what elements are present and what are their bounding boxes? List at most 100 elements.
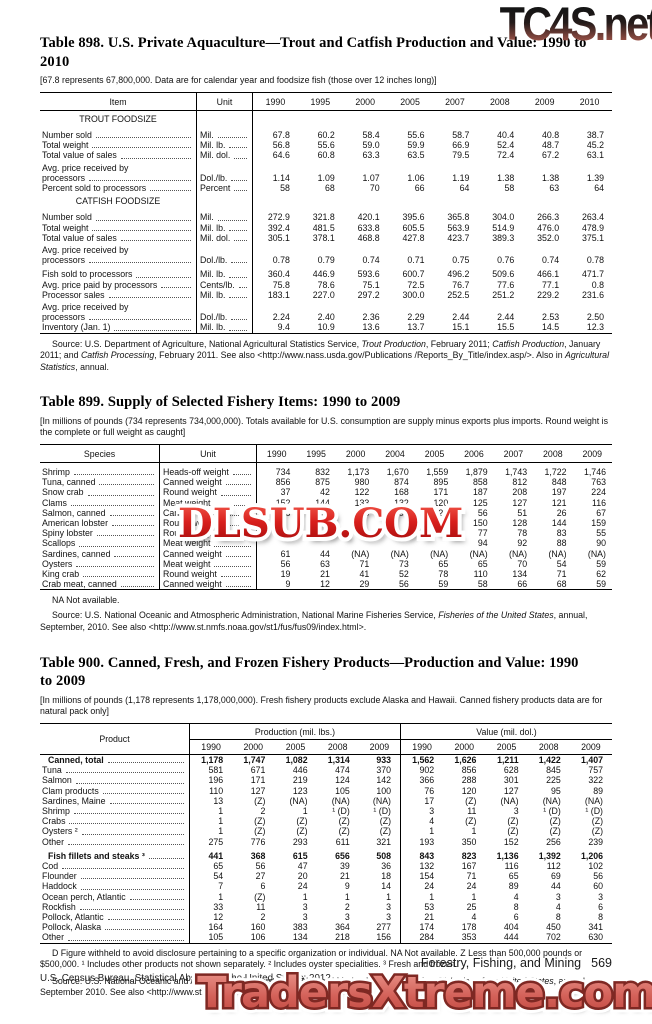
production-value-cell: 7 (218, 881, 224, 892)
value-cell: 392.4 (267, 222, 290, 233)
production-value-cell: 1 (359, 891, 401, 902)
value-cell (388, 161, 433, 173)
value-cell: 29 (359, 579, 370, 590)
value-cell: 734 (275, 467, 291, 477)
row-label: Snow crab (40, 487, 160, 498)
value-value-cell: 322 (588, 775, 603, 786)
value-value-cell: 4 (513, 891, 519, 902)
value-cell: 0.78 (272, 255, 290, 266)
column-header-unit: Unit (197, 92, 253, 111)
value-value-cell: 353 (461, 932, 477, 943)
dot-leader (231, 179, 247, 181)
unit-text: Meat weight (163, 558, 211, 569)
column-header-year: 1995 (296, 445, 336, 463)
row-label: Avg. price received by (40, 242, 197, 256)
value-cell: 60.8 (317, 150, 335, 161)
dot-leader (89, 262, 191, 264)
dot-leader (220, 525, 251, 527)
value-cell: 40.8 (542, 129, 560, 140)
value-cell: 2.40 (317, 312, 335, 323)
value-cell: 980 (354, 477, 370, 488)
production-value-cell: 196 (208, 775, 224, 786)
value-value-cell: 823 (461, 850, 477, 861)
production-value-cell: 776 (250, 836, 266, 847)
value-cell: 856 (275, 477, 291, 488)
column-header-unit: Unit (160, 444, 257, 463)
unit-cell: Meat weight (160, 538, 257, 549)
unit-text: Round weight (163, 569, 217, 580)
unit-text: Mil. lb. (200, 289, 226, 300)
value-cell: 60.2 (317, 129, 335, 140)
row-label: Ocean perch, Atlantic (40, 891, 190, 902)
value-cell: 71 (359, 558, 370, 569)
row-label: Inventory (Jan. 1) (40, 322, 197, 333)
page-number: 569 (591, 956, 612, 970)
value-value-cell: 174 (419, 922, 435, 933)
production-value-cell: 9 (344, 881, 350, 892)
production-value-cell: 33 (213, 901, 224, 912)
unit-cell: Canned weight (160, 507, 257, 519)
value-value-cell: 17 (424, 795, 435, 806)
row-label-text: Clams (42, 497, 67, 508)
value-cell: 1.38 (542, 172, 560, 183)
value-cell (477, 161, 522, 173)
value-value-cell: 225 (546, 775, 561, 786)
value-value-cell: 120 (461, 785, 477, 796)
value-value-cell: 843 (419, 850, 435, 861)
production-value-cell: (Z) (296, 826, 308, 837)
value-cell: 197 (551, 487, 567, 498)
value-cell: 72.5 (407, 279, 425, 290)
dot-leader (120, 157, 191, 159)
value-cell: 1,879 (465, 467, 488, 477)
column-header-year: 2005 (414, 445, 455, 463)
value-cell (522, 193, 567, 208)
production-value-cell: (NA) (289, 795, 308, 806)
unit-cell (197, 193, 253, 209)
value-value-cell: 127 (503, 785, 519, 796)
dot-leader (95, 137, 191, 139)
value-value-cell: 1 (471, 826, 477, 837)
column-header-product: Product (40, 723, 190, 755)
value-cell: 59 (596, 558, 606, 569)
unit-text: Canned weight (163, 508, 222, 518)
value-cell: 14.5 (542, 322, 560, 333)
value-value-cell: 53 (424, 901, 435, 912)
value-cell: 297.2 (357, 289, 380, 300)
value-cell (298, 193, 343, 208)
value-cell: 152 (257, 498, 296, 508)
unit-cell: Mil. dol. (197, 150, 253, 161)
table-900-section: Table 900. Canned, Fresh, and Frozen Fis… (40, 654, 612, 999)
column-header-year: 1990 (257, 445, 297, 463)
value-cell: 123 (415, 508, 454, 518)
value-cell: 41 (359, 569, 370, 580)
row-label: Avg. price received by (40, 160, 197, 173)
value-cell: (NA) (469, 548, 488, 559)
production-value-cell: 11 (256, 901, 266, 912)
row-label: Crab meat, canned (40, 579, 160, 590)
dot-leader (102, 792, 184, 794)
value-value-cell: 154 (419, 871, 435, 882)
row-label-text: Cod (42, 861, 59, 872)
value-cell: 110 (473, 569, 488, 580)
row-label-text: Tuna, canned (42, 477, 96, 488)
value-value-cell: 4 (471, 912, 477, 923)
dot-leader (120, 586, 154, 588)
value-cell: 63 (549, 182, 560, 193)
value-value-cell: 1,422 (538, 755, 561, 765)
source-text-segment: Trout Production (361, 338, 426, 349)
row-label: Total value of sales (40, 150, 197, 161)
production-value-cell: 100 (359, 785, 401, 796)
value-cell (433, 300, 478, 312)
row-label-text: Avg. price received by (42, 162, 129, 173)
value-value-cell: (Z) (507, 826, 519, 837)
value-value-cell: (NA) (584, 795, 603, 806)
value-cell: 229.2 (537, 289, 560, 300)
value-value-cell: 1 (429, 891, 435, 902)
value-cell: 593.6 (357, 269, 380, 280)
value-value-cell: 1,392 (538, 850, 561, 861)
unit-cell: Dol./lb. (197, 172, 253, 183)
row-label-text: Avg. price received by (42, 301, 129, 312)
unit-text: Meat weight (163, 538, 210, 549)
dot-leader (65, 772, 184, 774)
dot-leader (73, 474, 154, 476)
